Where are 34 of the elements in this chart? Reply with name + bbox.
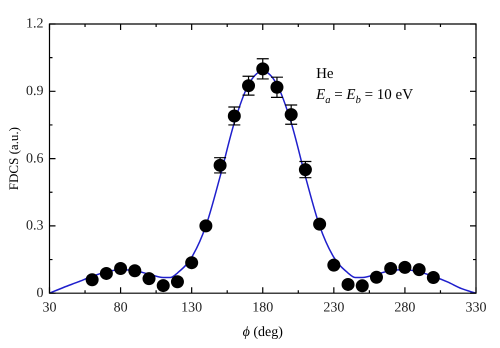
y-tick-label: 1.2 xyxy=(26,16,44,32)
point xyxy=(142,272,156,286)
point xyxy=(100,266,113,280)
annotation: He xyxy=(316,66,334,82)
point xyxy=(185,256,198,270)
point xyxy=(156,279,170,292)
y-tick-label: 0 xyxy=(36,286,44,301)
point xyxy=(412,263,426,276)
x-axis-title: ϕ (deg) xyxy=(242,325,284,340)
y-tick-label: 0.3 xyxy=(26,218,44,234)
point xyxy=(342,278,355,291)
point xyxy=(170,275,184,288)
y-axis-title: FDCS (a.u.) xyxy=(6,126,21,190)
point xyxy=(426,270,440,284)
point xyxy=(270,80,284,94)
x-tick-label: 230 xyxy=(323,300,344,316)
point xyxy=(313,218,326,231)
point xyxy=(128,264,142,278)
point xyxy=(86,273,99,286)
point xyxy=(356,279,369,292)
point xyxy=(370,270,383,284)
y-tick-label: 0.9 xyxy=(26,84,44,99)
y-tick-label: 0.6 xyxy=(26,151,44,166)
x-tick-label: 30 xyxy=(42,300,56,316)
point xyxy=(327,258,340,272)
x-tick-label: 80 xyxy=(114,300,128,316)
x-tick-label: 130 xyxy=(181,300,202,316)
x-tick-label: 180 xyxy=(252,300,274,316)
point xyxy=(398,260,412,274)
point xyxy=(199,219,212,232)
x-tick-label: 330 xyxy=(466,300,486,316)
point xyxy=(114,262,128,276)
x-tick-label: 280 xyxy=(394,300,416,316)
point xyxy=(384,262,398,276)
